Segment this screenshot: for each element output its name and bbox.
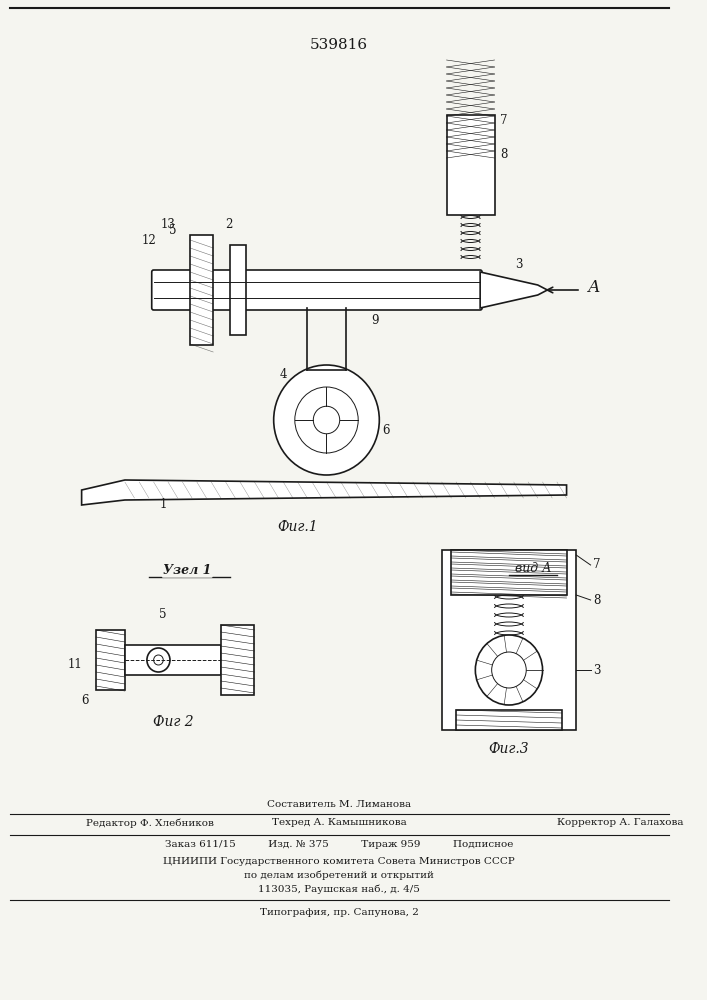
Polygon shape [480,272,547,308]
Text: по делам изобретений и открытий: по делам изобретений и открытий [244,871,434,880]
Bar [190,235,214,345]
Text: А: А [588,279,600,296]
Text: 7: 7 [593,558,601,572]
Text: Типография, пр. Сапунова, 2: Типография, пр. Сапунова, 2 [259,908,419,917]
Text: Корректор А. Галахова: Корректор А. Галахова [557,818,684,827]
Bar [447,115,495,215]
Circle shape [295,387,358,453]
Text: Заказ 611/15          Изд. № 375          Тираж 959          Подписное: Заказ 611/15 Изд. № 375 Тираж 959 Подпис… [165,840,513,849]
Text: вид А: вид А [515,562,551,574]
Text: 6: 6 [382,424,390,436]
Bar [442,550,576,730]
Bar [221,625,255,695]
Circle shape [475,635,542,705]
Text: Фиг 2: Фиг 2 [153,715,193,729]
Text: Составитель М. Лиманова: Составитель М. Лиманова [267,800,411,809]
Bar [125,645,221,675]
Text: 9: 9 [370,314,378,326]
Bar [230,245,246,335]
Circle shape [274,365,380,475]
Text: Узел 1: Узел 1 [163,564,211,576]
Text: 5: 5 [169,224,177,236]
Circle shape [153,655,163,665]
Text: 13: 13 [160,219,175,232]
FancyBboxPatch shape [152,270,482,310]
Text: 3: 3 [593,664,601,676]
Circle shape [491,652,526,688]
Text: 4: 4 [279,368,287,381]
Circle shape [313,406,339,434]
Bar [456,710,562,730]
Text: 113035, Раушская наб., д. 4/5: 113035, Раушская наб., д. 4/5 [258,885,420,894]
Text: 8: 8 [593,593,601,606]
Text: Фиг.1: Фиг.1 [277,520,318,534]
Text: 2: 2 [225,219,232,232]
Bar [451,550,566,595]
Text: 12: 12 [141,233,156,246]
Circle shape [147,648,170,672]
Polygon shape [81,480,566,505]
Text: 539816: 539816 [310,38,368,52]
Text: 6: 6 [81,694,88,706]
Text: ЦНИИПИ Государственного комитета Совета Министров СССР: ЦНИИПИ Государственного комитета Совета … [163,857,515,866]
Text: Фиг.3: Фиг.3 [489,742,530,756]
Text: Техред А. Камышникова: Техред А. Камышникова [271,818,407,827]
Text: 11: 11 [68,658,82,672]
Text: 3: 3 [515,258,522,271]
Text: 8: 8 [501,148,508,161]
Text: 1: 1 [160,498,167,512]
Bar [96,630,125,690]
Text: Редактор Ф. Хлебников: Редактор Ф. Хлебников [86,818,214,828]
Text: 7: 7 [501,113,508,126]
Text: 5: 5 [160,608,167,621]
